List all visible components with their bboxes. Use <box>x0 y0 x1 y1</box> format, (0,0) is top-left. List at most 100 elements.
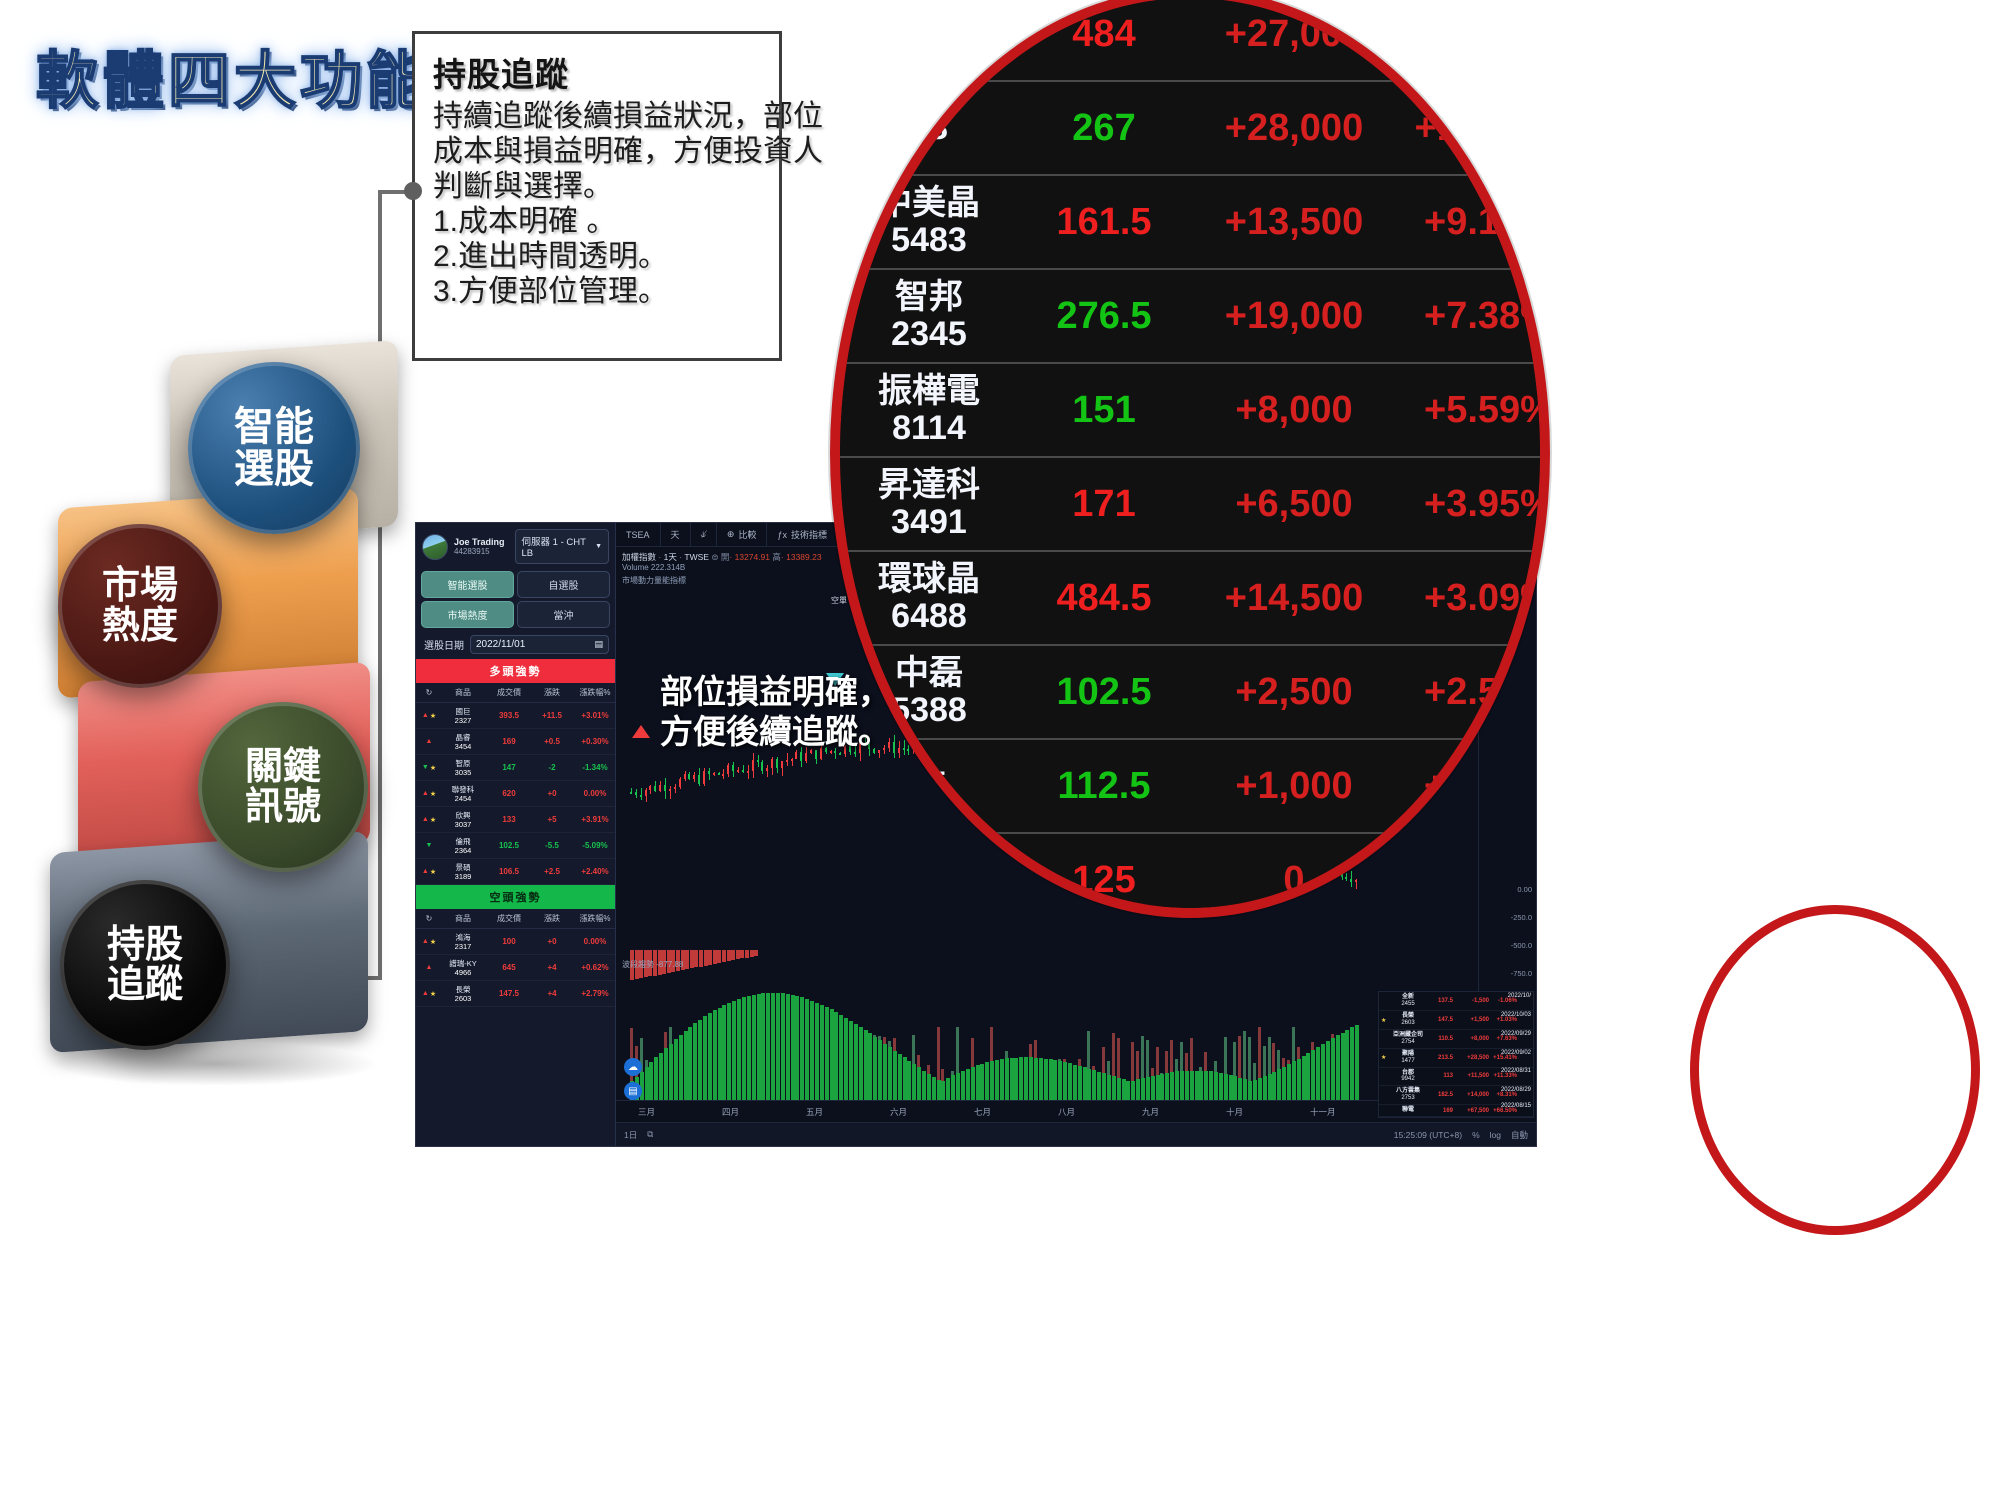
table-row[interactable]: ▼ ★ 智原 3035 147 -2 -1.34% <box>416 755 615 781</box>
magnified-price-cell: 112.5 <box>1057 764 1151 807</box>
volume-bar <box>1179 1041 1183 1100</box>
table-row[interactable]: ▼ 倫飛 2364 102.5 -5.5 -5.09% <box>416 833 615 859</box>
candle-style-icon[interactable]: ⫝̸ <box>691 523 717 546</box>
magnified-pct-cell: +17.2 <box>1440 12 1538 55</box>
tab-day-trade[interactable]: 當沖 <box>517 601 610 628</box>
macd-bar <box>1252 1080 1257 1100</box>
table-row[interactable]: ▲ ★ 國巨 2327 393.5 +11.5 +3.01% <box>416 703 615 729</box>
mini-list-item[interactable]: 聯電 169 +67,500 +66.50% 2022/08/15 <box>1379 1103 1533 1117</box>
mini-list-item[interactable]: ★ 長榮 2603 147.5 +1,500 +1.03% 2022/10/03 <box>1379 1011 1533 1030</box>
macd-bar <box>1194 1070 1199 1100</box>
x-axis-tick: 十月 <box>1226 1107 1244 1117</box>
mini-list-item[interactable]: ★ 聚陽 1477 213.5 +28,500 +15.41% 2022/09/02 <box>1379 1049 1533 1068</box>
star-icon: ★ <box>429 868 437 876</box>
server-select[interactable]: 伺服器 1 - CHT LB ▼ <box>514 529 609 564</box>
candle-body <box>834 750 837 754</box>
macd-bar <box>868 1033 873 1100</box>
candle-body <box>639 794 642 797</box>
table-row[interactable]: ▲ ★ 欣興 3037 133 +5 +3.91% <box>416 807 615 833</box>
candle-wick <box>742 764 744 774</box>
mini-list-item[interactable]: 台郡 9942 113 +11,500 +11.33% 2022/08/31 <box>1379 1068 1533 1087</box>
candle-body <box>732 765 735 771</box>
legend-exchange: TWSE <box>684 552 709 562</box>
indicators-button[interactable]: ƒx 技術指標 <box>767 523 838 546</box>
macd-bar <box>1267 1073 1272 1100</box>
magnified-pct-cell: +7.38% <box>1424 294 1550 337</box>
x-axis-tick: 四月 <box>722 1107 740 1117</box>
macd-bar <box>1077 1065 1082 1100</box>
mini-holdings-list[interactable]: 全新 2455 137.5 -1,500 -1.06% 2022/10/ ★ 長榮 2603 14… <box>1378 991 1534 1118</box>
cloud-icon[interactable]: ☁ <box>624 1058 642 1076</box>
chart-symbol[interactable]: TSEA <box>616 523 661 546</box>
table-row[interactable]: ▲ 晶睿 3454 169 +0.5 +0.30% <box>416 729 615 755</box>
direction-icon: ▲ ★ <box>421 789 437 798</box>
x-axis-tick: 九月 <box>1142 1107 1160 1117</box>
bubble-market-heat[interactable]: 市場 熱度 <box>58 524 222 688</box>
macd-bar <box>912 1064 917 1100</box>
mini-price-cell: 169 <box>1442 1107 1453 1114</box>
date-picker-input[interactable]: 2022/11/01 ▤ <box>470 635 609 654</box>
tab-market-heat[interactable]: 市場熱度 <box>421 601 514 628</box>
bubble-smart-line1: 智能 <box>234 404 314 449</box>
table-row[interactable]: ▲ ★ 長榮 2603 147.5 +4 +2.79% <box>416 981 615 1007</box>
macd-bar <box>863 1030 868 1100</box>
refresh-icon-bear[interactable]: ↻ <box>425 914 433 923</box>
macd-bar <box>727 1002 732 1100</box>
change-cell: -2 <box>548 763 556 772</box>
candle-body <box>795 752 798 759</box>
compare-button[interactable]: ⊕ 比較 <box>717 523 768 546</box>
macd-bar-negative <box>666 950 671 973</box>
product-cell: 倫飛 2364 <box>454 836 472 855</box>
refresh-icon[interactable]: ↻ <box>425 688 433 697</box>
sidebar-tab-grid: 智能選股 自選股 市場熱度 當沖 <box>416 568 615 631</box>
macd-bar-negative <box>689 950 694 969</box>
candle-body <box>741 770 744 773</box>
macd-bar-negative <box>685 950 690 970</box>
mini-list-item[interactable]: 全新 2455 137.5 -1,500 -1.06% 2022/10/ <box>1379 992 1533 1012</box>
status-pct-toggle[interactable]: % <box>1472 1129 1480 1140</box>
table-row[interactable]: ▲ ★ 聯發科 2454 620 +0 0.00% <box>416 781 615 807</box>
status-interval[interactable]: 1日 <box>624 1129 638 1140</box>
table-row[interactable]: ▲ ★ 鴻海 2317 100 +0 0.00% <box>416 929 615 955</box>
mini-product-cell: 聚陽 1477 <box>1401 1050 1415 1064</box>
magnified-table-row: 125 0 +0.00 <box>840 834 1540 908</box>
change-cell: +5 <box>547 815 557 824</box>
bubble-holdings-tracking[interactable]: 持股 追蹤 <box>60 880 230 1050</box>
macd-bar <box>824 1006 829 1100</box>
macd-bar <box>1228 1074 1233 1100</box>
macd-bar <box>1092 1070 1097 1100</box>
mini-list-item[interactable]: 亞洲藏企司 2754 110.5 +8,000 +7.63% 2022/09/29 <box>1379 1030 1533 1049</box>
col-product-bear: 商品 <box>455 914 471 923</box>
mini-list-item[interactable]: 八方雲集 2753 182.5 +14,000 +8.31% 2022/08/29 <box>1379 1086 1533 1106</box>
macd-bar <box>1170 1072 1175 1100</box>
macd-bar-negative <box>731 950 736 961</box>
volume-bar <box>956 1026 960 1100</box>
macd-bar <box>1155 1074 1160 1100</box>
chart-interval[interactable]: 天 <box>661 523 691 546</box>
table-row[interactable]: ▲ ★ 景碩 3189 106.5 +2.5 +2.40% <box>416 859 615 885</box>
macd-bar <box>936 1079 941 1100</box>
date-picker-row: 選股日期 2022/11/01 ▤ <box>416 631 615 659</box>
macd-bar <box>673 1039 678 1100</box>
candle-wick <box>640 787 642 801</box>
tab-smart-pick[interactable]: 智能選股 <box>421 571 514 598</box>
bull-rows-container: ▲ ★ 國巨 2327 393.5 +11.5 +3.01% ▲ 晶睿 3454 169 +0.5 +0… <box>416 703 615 885</box>
table-row[interactable]: ▲ 譜瑞-KY 4966 645 +4 +0.62% <box>416 955 615 981</box>
macd-bar <box>1301 1055 1306 1100</box>
tab-watchlist[interactable]: 自選股 <box>517 571 610 598</box>
status-auto-toggle[interactable]: 自動 <box>1510 1129 1528 1140</box>
mini-price-cell: 110.5 <box>1438 1035 1453 1042</box>
bubble-smart-stock-pick[interactable]: 智能 選股 <box>188 362 360 534</box>
change-cell: +11.5 <box>542 711 562 720</box>
macd-bar <box>703 1016 707 1100</box>
col-pct: 漲跌幅% <box>579 688 611 697</box>
bubble-key-signal[interactable]: 關鍵 訊號 <box>198 702 368 872</box>
status-chart-icon[interactable]: ⧉ <box>647 1129 654 1139</box>
status-log-toggle[interactable]: log <box>1489 1129 1501 1140</box>
candle-body <box>780 761 783 769</box>
price-cell: 393.5 <box>498 711 520 720</box>
callout-box: 持股追蹤 持續追蹤後續損益狀況，部位 成本與損益明確，方便投資人 判斷與選擇。 … <box>412 31 823 361</box>
macd-bar <box>1165 1072 1170 1100</box>
calendar-badge-icon[interactable]: ▤ <box>624 1082 642 1100</box>
